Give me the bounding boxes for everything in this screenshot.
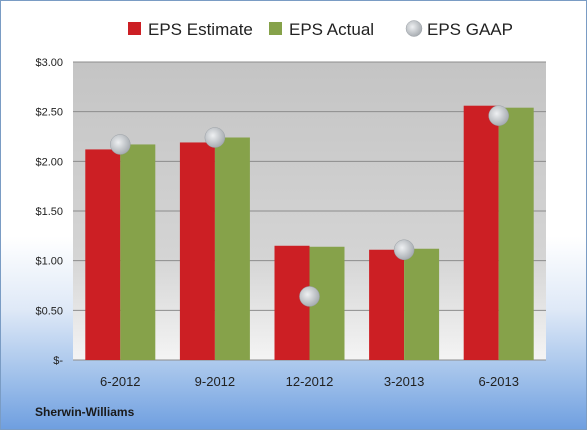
bar-eps-estimate bbox=[369, 249, 405, 360]
company-name: Sherwin-Williams bbox=[35, 405, 135, 419]
legend-label: EPS GAAP bbox=[427, 20, 513, 39]
bar-eps-estimate bbox=[85, 149, 121, 360]
bar-eps-actual bbox=[498, 107, 534, 361]
y-tick-label: $3.00 bbox=[35, 57, 63, 69]
y-tick-label: $2.50 bbox=[35, 107, 63, 119]
marker-eps-gaap bbox=[299, 286, 320, 307]
y-tick-label: $1.00 bbox=[35, 256, 63, 268]
legend-swatch bbox=[128, 22, 141, 35]
x-tick-label: 6-2013 bbox=[478, 374, 518, 389]
y-tick-label: $- bbox=[53, 355, 63, 367]
marker-eps-gaap bbox=[488, 105, 509, 126]
marker-eps-gaap bbox=[204, 127, 226, 148]
y-tick-label: $0.50 bbox=[35, 305, 63, 317]
bar-eps-actual bbox=[120, 144, 156, 360]
legend-label: EPS Estimate bbox=[148, 20, 253, 39]
y-tick-label: $2.00 bbox=[35, 156, 63, 168]
bar-eps-actual bbox=[404, 248, 440, 360]
y-tick-label: $1.50 bbox=[35, 206, 63, 218]
bar-eps-estimate bbox=[179, 142, 215, 360]
legend-swatch bbox=[269, 22, 282, 35]
marker-eps-gaap bbox=[393, 239, 415, 260]
marker-eps-gaap bbox=[110, 134, 131, 155]
x-tick-label: 3-2013 bbox=[384, 374, 424, 389]
bar-eps-actual bbox=[214, 137, 250, 360]
x-tick-label: 9-2012 bbox=[195, 374, 235, 389]
x-tick-label: 12-2012 bbox=[286, 374, 334, 389]
bar-eps-estimate bbox=[463, 105, 499, 360]
x-tick-label: 6-2012 bbox=[100, 374, 140, 389]
legend-label: EPS Actual bbox=[289, 20, 374, 39]
legend-swatch bbox=[405, 20, 423, 37]
